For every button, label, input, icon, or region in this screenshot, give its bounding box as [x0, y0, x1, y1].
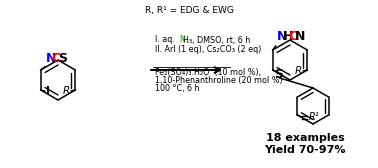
Text: Yield 70-97%: Yield 70-97% [264, 145, 346, 155]
Text: 100 °C, 6 h: 100 °C, 6 h [155, 85, 200, 94]
Text: I: I [46, 86, 50, 96]
Text: S: S [58, 52, 67, 65]
Text: N: N [277, 30, 287, 43]
Text: N: N [179, 35, 185, 45]
Text: C: C [289, 30, 298, 43]
Text: Fe₂(SO₄)₃.H₂O  (10 mol %),: Fe₂(SO₄)₃.H₂O (10 mol %), [155, 69, 261, 77]
Text: R: R [295, 66, 302, 76]
Text: I. aq.: I. aq. [155, 35, 177, 45]
Text: C: C [52, 52, 61, 65]
Text: N: N [295, 30, 305, 43]
Text: S: S [274, 68, 283, 80]
Text: N: N [46, 52, 56, 65]
Text: 18 examples: 18 examples [266, 133, 344, 143]
Text: 1,10-Phenanthroline (20 mol %): 1,10-Phenanthroline (20 mol %) [155, 76, 283, 86]
Text: II. ArI (1 eq), Cs₂CO₃ (2 eq): II. ArI (1 eq), Cs₂CO₃ (2 eq) [155, 45, 261, 53]
Text: R, R¹ = EDG & EWG: R, R¹ = EDG & EWG [144, 6, 234, 15]
Text: H₃, DMSO, rt, 6 h: H₃, DMSO, rt, 6 h [183, 35, 250, 45]
Text: R: R [63, 86, 70, 96]
Text: H: H [283, 30, 293, 43]
Text: R¹: R¹ [308, 113, 319, 122]
